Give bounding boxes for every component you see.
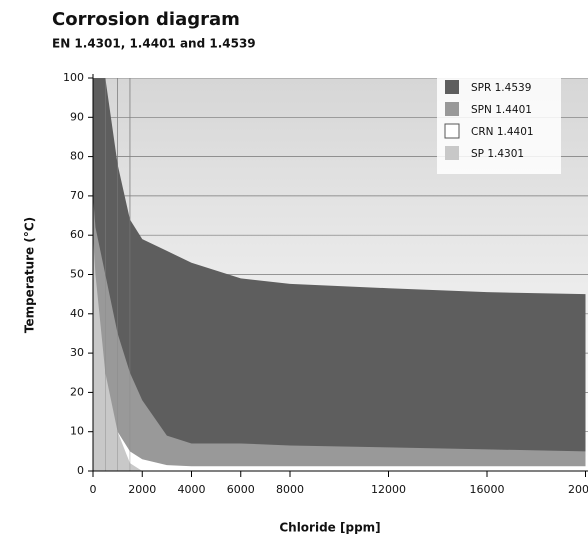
area — [93, 195, 586, 471]
x-tick-label: 0 — [90, 483, 97, 496]
y-tick-label: 100 — [63, 71, 84, 84]
y-tick-label: 40 — [70, 307, 84, 320]
legend-label: SPR 1.4539 — [471, 82, 531, 94]
y-axis-label: Temperature (°C) — [23, 217, 37, 333]
y-tick-label: 20 — [70, 385, 84, 398]
y-tick-label: 80 — [70, 150, 84, 163]
legend-swatch — [444, 123, 460, 139]
legend-swatch — [445, 102, 459, 116]
y-tick-label: 50 — [70, 268, 84, 281]
x-tick-label: 20000 — [568, 483, 588, 496]
y-tick-label: 90 — [70, 110, 84, 123]
legend-label: SP 1.4301 — [471, 148, 524, 160]
x-axis-label: Chloride [ppm] — [279, 521, 380, 535]
x-tick-label: 4000 — [178, 483, 206, 496]
y-tick-label: 70 — [70, 189, 84, 202]
y-tick-label: 10 — [70, 425, 84, 438]
x-tick-label: 12000 — [371, 483, 406, 496]
legend-label: CRN 1.4401 — [471, 126, 534, 138]
legend-swatch — [445, 146, 459, 160]
x-tick-label: 6000 — [227, 483, 255, 496]
chart-title: Corrosion diagram — [52, 9, 240, 30]
y-tick-label: 60 — [70, 228, 84, 241]
legend-label: SPN 1.4401 — [471, 104, 532, 116]
y-tick-label: 30 — [70, 346, 84, 359]
area — [93, 78, 586, 471]
x-tick-label: 2000 — [128, 483, 156, 496]
x-tick-label: 16000 — [470, 483, 505, 496]
legend-swatch — [445, 80, 459, 94]
x-tick-label: 8000 — [276, 483, 304, 496]
y-tick-label: 0 — [77, 464, 84, 477]
chart-subtitle: EN 1.4301, 1.4401 and 1.4539 — [52, 37, 256, 51]
